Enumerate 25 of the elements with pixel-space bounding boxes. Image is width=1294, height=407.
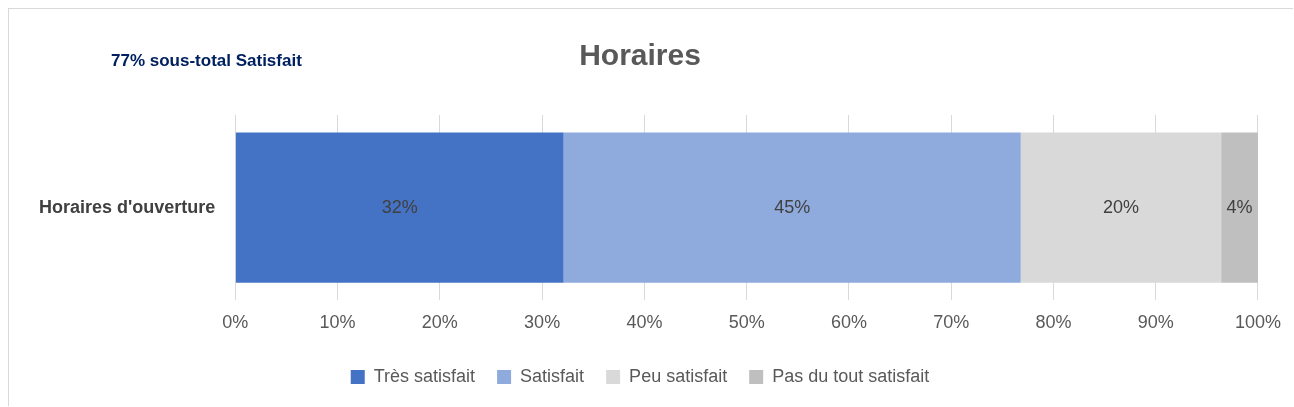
- x-tick-label: 30%: [524, 312, 561, 333]
- legend-label: Satisfait: [520, 365, 585, 386]
- x-tick-label: 70%: [933, 312, 970, 333]
- x-tick-label: 40%: [626, 312, 663, 333]
- bar: [1221, 132, 1258, 283]
- x-tick-label: 20%: [421, 312, 458, 333]
- bar: [563, 132, 1021, 283]
- x-tick-label: 100%: [1234, 312, 1281, 333]
- x-tick-label: 90%: [1137, 312, 1174, 333]
- data-label: 45%: [774, 196, 811, 217]
- x-tick-label: 10%: [319, 312, 356, 333]
- x-tick-label: 0%: [222, 312, 249, 333]
- legend-label: Peu satisfait: [629, 365, 728, 386]
- x-tick-label: 80%: [1035, 312, 1072, 333]
- x-tick-label: 60%: [830, 312, 867, 333]
- legend-label: Très satisfait: [373, 365, 476, 386]
- data-label: 20%: [1102, 196, 1139, 217]
- data-label: 32%: [381, 196, 418, 217]
- chart-title: Horaires: [579, 38, 701, 72]
- text: 77% sous-total Satisfait: [111, 50, 303, 70]
- data-label: 4%: [1226, 196, 1253, 217]
- legend-label: Pas du tout satisfait: [772, 365, 930, 386]
- x-tick-label: 50%: [728, 312, 765, 333]
- bar: [235, 132, 564, 283]
- y-tick-label: Horaires d'ouverture: [38, 196, 216, 217]
